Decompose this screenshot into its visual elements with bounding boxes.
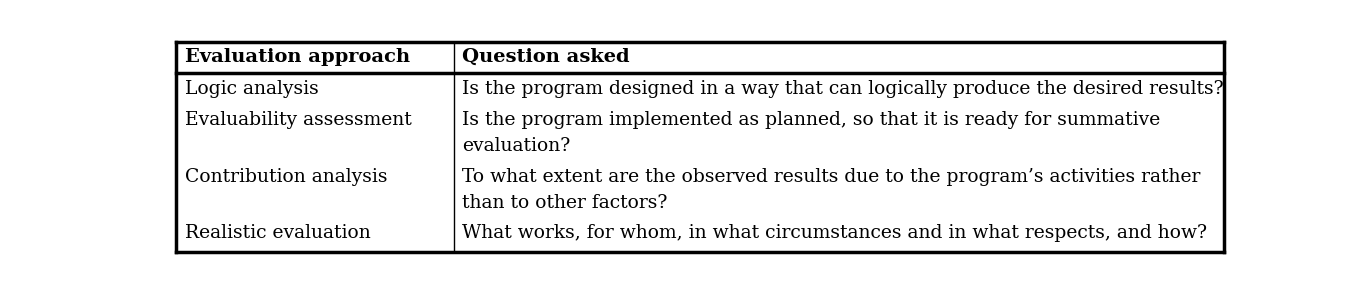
Text: Logic analysis: Logic analysis [184, 80, 318, 98]
Text: Is the program designed in a way that can logically produce the desired results?: Is the program designed in a way that ca… [462, 80, 1224, 98]
Text: Evaluability assessment: Evaluability assessment [184, 111, 411, 129]
Text: Realistic evaluation: Realistic evaluation [184, 224, 370, 242]
Text: To what extent are the observed results due to the program’s activities rather
t: To what extent are the observed results … [462, 168, 1201, 212]
Text: Evaluation approach: Evaluation approach [184, 48, 410, 66]
Text: Is the program implemented as planned, so that it is ready for summative
evaluat: Is the program implemented as planned, s… [462, 111, 1161, 155]
Text: What works, for whom, in what circumstances and in what respects, and how?: What works, for whom, in what circumstan… [462, 224, 1208, 242]
Text: Contribution analysis: Contribution analysis [184, 168, 387, 186]
Text: Question asked: Question asked [462, 48, 630, 66]
